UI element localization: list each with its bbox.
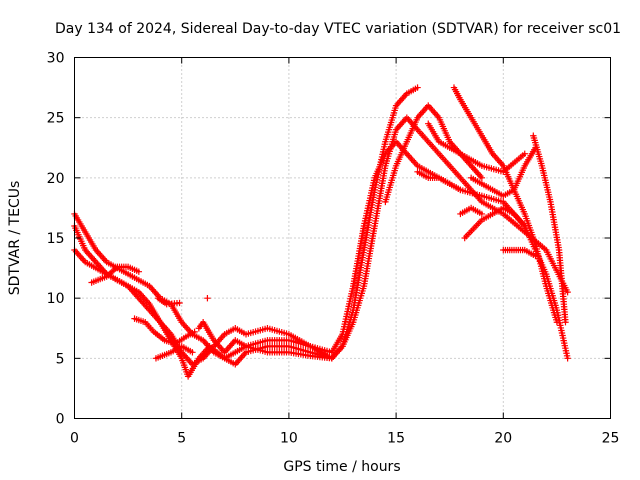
x-tick-label: 10: [280, 431, 298, 447]
y-tick-label: 20: [47, 171, 65, 187]
data-point-marker: [564, 288, 571, 296]
grid: [74, 57, 611, 419]
y-tick-label: 10: [47, 291, 65, 307]
data-point-marker: [457, 186, 464, 194]
data-point-marker: [176, 299, 183, 307]
data-point-marker: [478, 210, 486, 218]
data-point-marker: [204, 294, 211, 302]
y-axis-ticks: 0 5 10 15 20 25 30: [47, 51, 611, 428]
series-track-p: [467, 144, 539, 200]
series-track-h: [204, 294, 211, 302]
x-tick-label: 5: [177, 431, 186, 447]
data-point-marker: [532, 252, 539, 260]
series-trace: [73, 140, 569, 366]
series-track-k: [414, 168, 464, 194]
series-track-j: [382, 102, 528, 206]
data-point-marker: [478, 174, 486, 182]
series-track-n: [457, 204, 486, 218]
y-tick-label: 5: [56, 351, 65, 367]
series-track-a: [71, 84, 421, 362]
x-tick-label: 20: [494, 431, 512, 447]
series-track-e: [131, 315, 198, 348]
series-layer: [71, 84, 571, 380]
data-point-marker: [414, 84, 421, 91]
data-point-marker: [521, 150, 528, 157]
series-track-r: [500, 246, 539, 260]
y-tick-label: 15: [47, 231, 65, 247]
data-point-marker: [328, 355, 335, 362]
series-track-m: [450, 84, 561, 326]
series-track-q: [530, 132, 569, 326]
x-tick-label: 25: [602, 431, 620, 447]
y-tick-label: 30: [47, 51, 65, 67]
data-point-marker: [562, 319, 569, 326]
x-axis-ticks: 0 5 10 15 20 25: [70, 57, 620, 447]
series-track-f: [152, 343, 196, 362]
data-point-marker: [564, 355, 571, 362]
y-tick-label: 25: [47, 111, 65, 127]
x-tick-label: 15: [387, 431, 405, 447]
series-track-g: [195, 319, 335, 362]
x-tick-label: 0: [70, 431, 79, 447]
series-track-d: [88, 263, 143, 286]
y-tick-label: 0: [56, 412, 65, 428]
chart-title: Day 134 of 2024, Sidereal Day-to-day VTE…: [55, 21, 621, 37]
series-track-i: [154, 294, 183, 308]
x-axis-label: GPS time / hours: [283, 459, 400, 475]
data-point-marker: [189, 349, 196, 356]
data-point-marker: [521, 222, 528, 230]
data-point-marker: [553, 319, 561, 326]
data-point-marker: [191, 328, 198, 336]
data-point-marker: [135, 268, 143, 275]
y-axis-label: SDTVAR / TECUs: [7, 181, 23, 296]
series-track-o: [461, 204, 528, 242]
series-track-l: [425, 120, 486, 182]
